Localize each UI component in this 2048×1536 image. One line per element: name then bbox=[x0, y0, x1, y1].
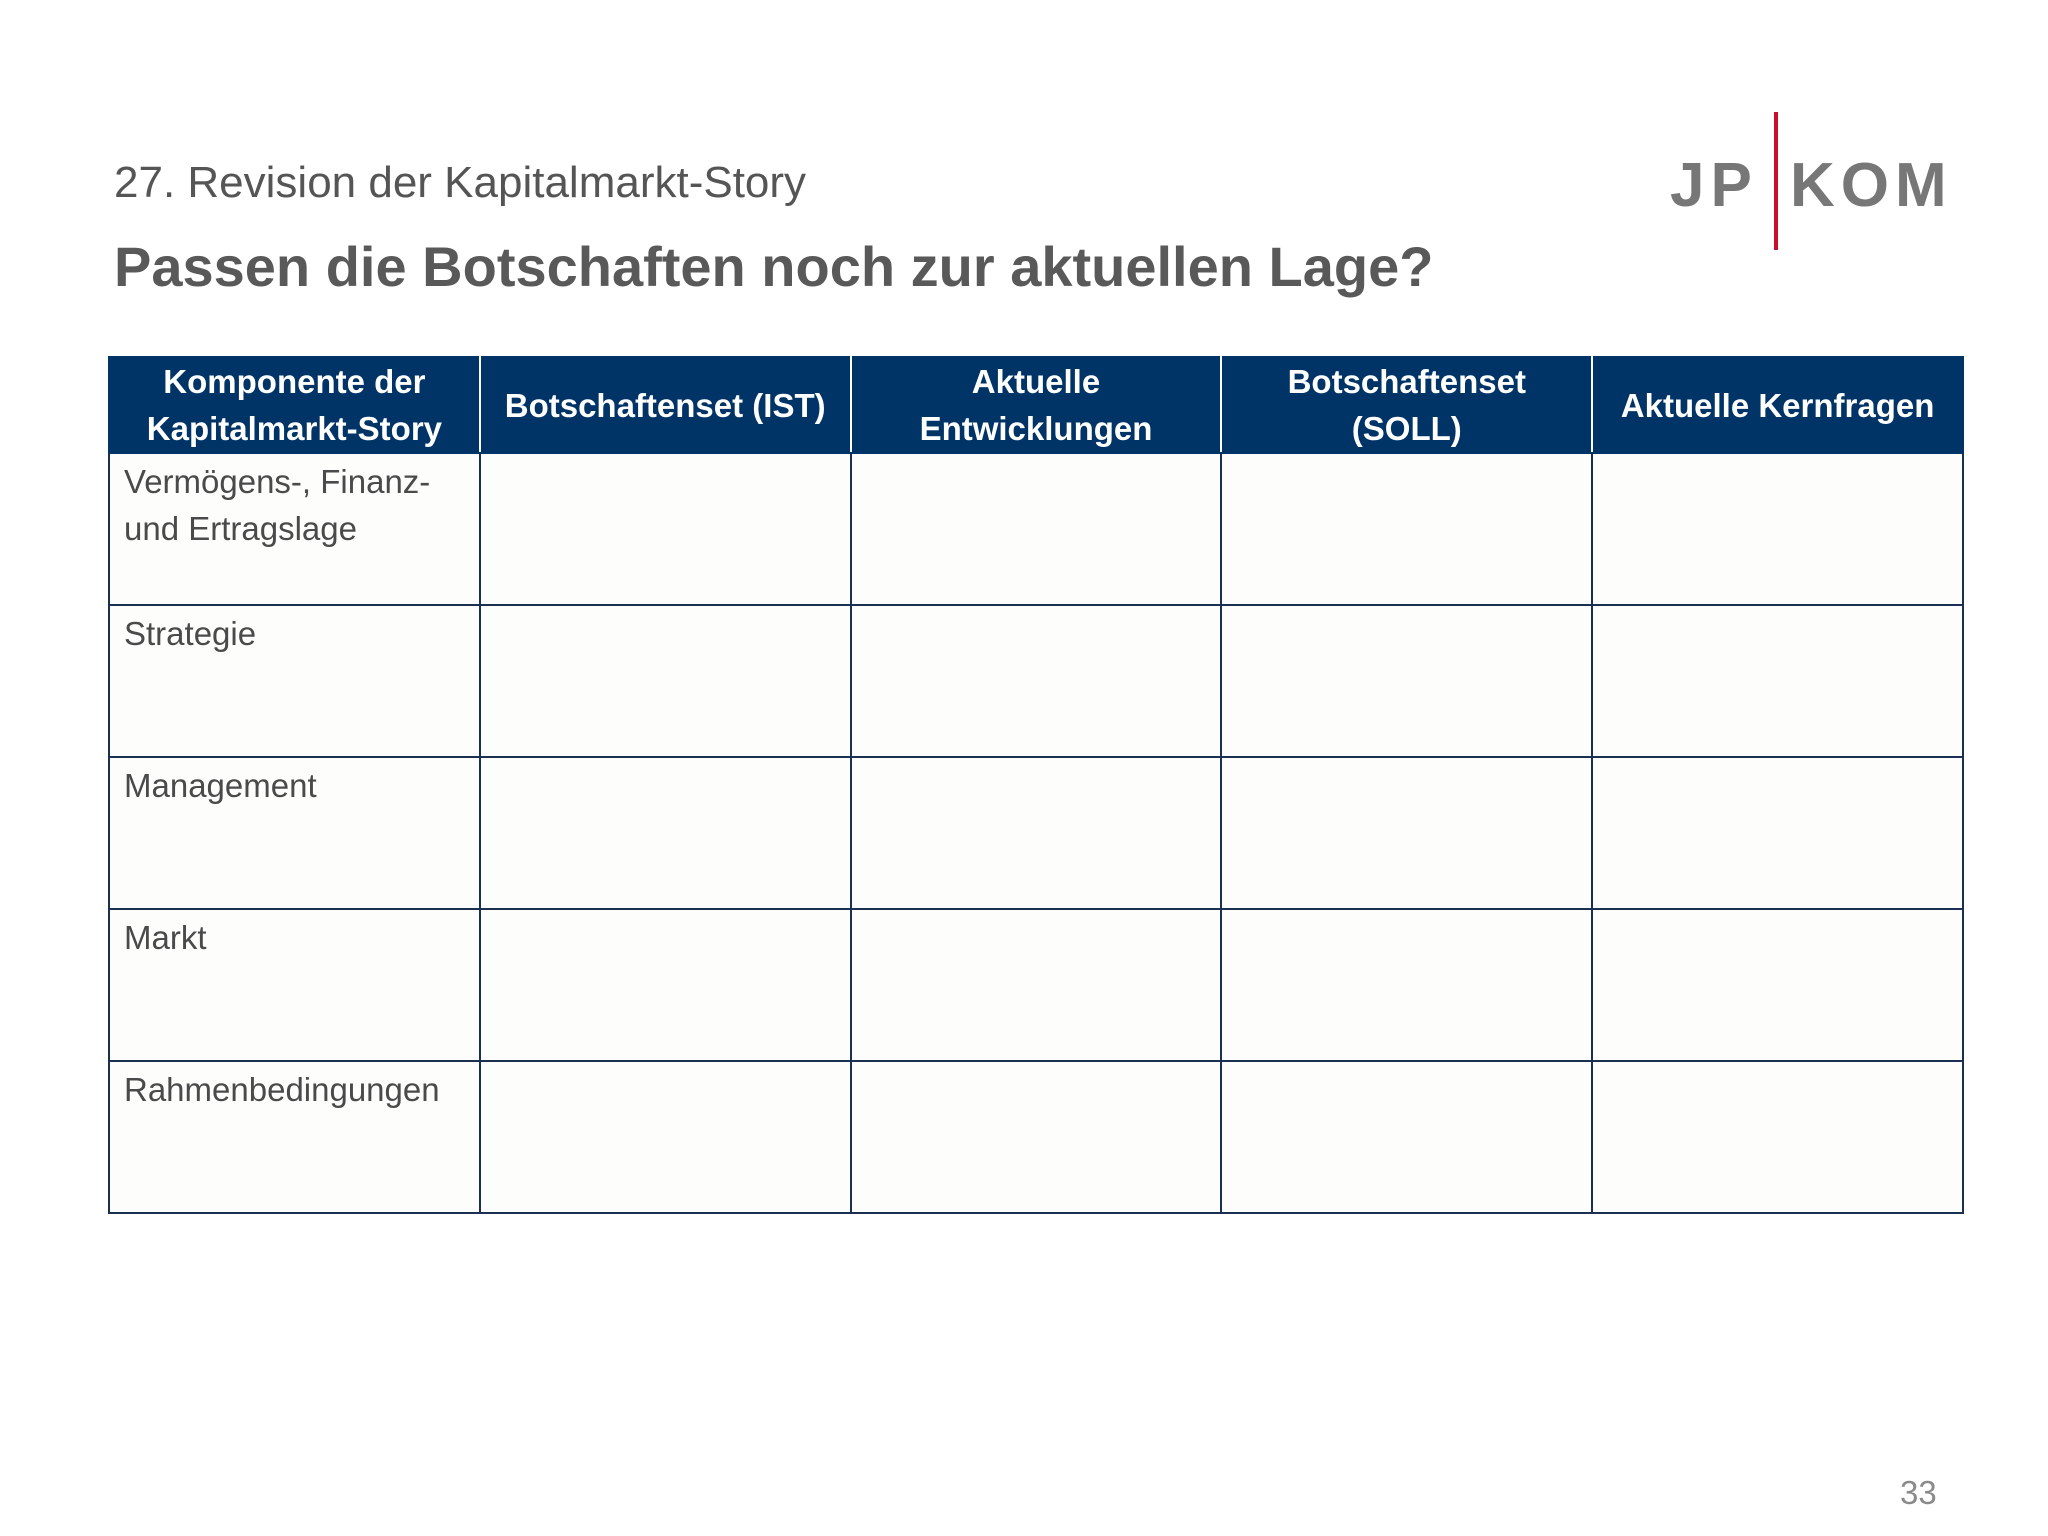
table-cell[interactable] bbox=[478, 452, 852, 606]
table-cell[interactable] bbox=[849, 452, 1223, 606]
header-line: Aktuelle Kernfragen bbox=[1620, 386, 1935, 424]
table-cell[interactable] bbox=[1220, 604, 1594, 758]
table-cell[interactable] bbox=[849, 604, 1223, 758]
table-cell[interactable] bbox=[1591, 604, 1964, 758]
header-aktuelle-entwicklungen: Aktuelle Entwicklungen bbox=[849, 356, 1223, 454]
table-row: Strategie bbox=[108, 604, 1964, 758]
row-label-strategie: Strategie bbox=[108, 604, 481, 758]
row-label-markt: Markt bbox=[108, 908, 481, 1062]
table-cell[interactable] bbox=[1220, 452, 1594, 606]
table-cell[interactable] bbox=[1591, 756, 1964, 910]
logo-text-jp: JP bbox=[1670, 151, 1758, 220]
table-row: Vermögens-, Finanz-und Ertragslage bbox=[108, 452, 1964, 606]
header-botschaftenset-soll: Botschaftenset (SOLL) bbox=[1220, 356, 1594, 454]
slide-title: Passen die Botschaften noch zur aktuelle… bbox=[114, 235, 1434, 298]
header-aktuelle-kernfragen: Aktuelle Kernfragen bbox=[1591, 356, 1964, 454]
table-cell[interactable] bbox=[849, 756, 1223, 910]
slide-subtitle: 27. Revision der Kapitalmarkt-Story bbox=[114, 158, 807, 207]
row-label-vermoegenslage: Vermögens-, Finanz-und Ertragslage bbox=[108, 452, 481, 606]
row-label-line: Vermögens-, Finanz- bbox=[124, 463, 431, 500]
table-cell[interactable] bbox=[1591, 452, 1964, 606]
header-line: Komponente der bbox=[163, 363, 426, 400]
table-cell[interactable] bbox=[478, 756, 852, 910]
table-cell[interactable] bbox=[1591, 1060, 1964, 1214]
table-row: Management bbox=[108, 756, 1964, 910]
table-cell[interactable] bbox=[478, 1060, 852, 1214]
page-number: 33 bbox=[1900, 1474, 1937, 1511]
table-cell[interactable] bbox=[1220, 1060, 1594, 1214]
table-cell[interactable] bbox=[478, 908, 852, 1062]
table-row: Markt bbox=[108, 908, 1964, 1062]
header-line: Botschaftenset (IST) bbox=[504, 386, 826, 424]
header-line: Botschaftenset bbox=[1287, 363, 1526, 400]
row-label-management: Management bbox=[108, 756, 481, 910]
header-line: (SOLL) bbox=[1351, 410, 1462, 447]
logo-divider-bar bbox=[1774, 112, 1778, 250]
row-label-rahmenbedingungen: Rahmenbedingungen bbox=[108, 1060, 481, 1214]
row-label-line: Markt bbox=[124, 919, 207, 956]
table-header-row: Komponente der Kapitalmarkt-Story Botscha… bbox=[108, 356, 1964, 454]
header-line: Kapitalmarkt-Story bbox=[146, 410, 443, 447]
table-cell[interactable] bbox=[849, 1060, 1223, 1214]
header-line: Aktuelle bbox=[971, 363, 1101, 400]
table-row: Rahmenbedingungen bbox=[108, 1060, 1964, 1214]
header-komponente: Komponente der Kapitalmarkt-Story bbox=[108, 356, 481, 454]
row-label-line: Management bbox=[124, 767, 317, 804]
table-cell[interactable] bbox=[478, 604, 852, 758]
table-cell[interactable] bbox=[1220, 756, 1594, 910]
row-label-line: und Ertragslage bbox=[124, 510, 357, 547]
header-line: Entwicklungen bbox=[919, 410, 1153, 447]
jp-kom-logo: JP KOM bbox=[1660, 110, 1960, 250]
table-cell[interactable] bbox=[849, 908, 1223, 1062]
table-cell[interactable] bbox=[1220, 908, 1594, 1062]
table-cell[interactable] bbox=[1591, 908, 1964, 1062]
row-label-line: Rahmenbedingungen bbox=[124, 1071, 440, 1108]
logo-text-kom: KOM bbox=[1790, 151, 1953, 220]
header-botschaftenset-ist: Botschaftenset (IST) bbox=[478, 356, 852, 454]
row-label-line: Strategie bbox=[124, 615, 257, 652]
kapitalmarkt-story-table: Komponente der Kapitalmarkt-Story Botscha… bbox=[108, 356, 1964, 1214]
